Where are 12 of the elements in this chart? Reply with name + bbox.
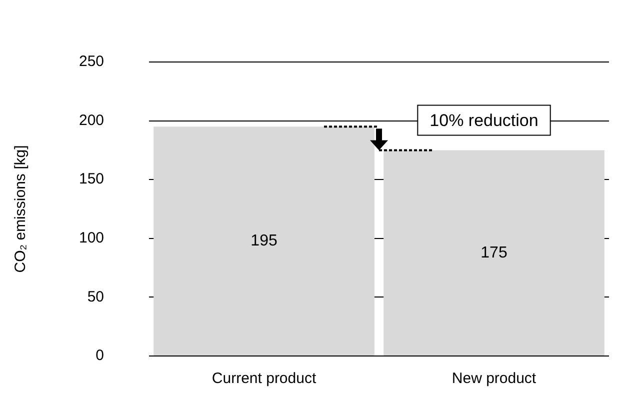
y-tick-label: 50 xyxy=(87,288,104,306)
y-tick-label: 150 xyxy=(78,170,104,188)
data-label: 175 xyxy=(480,244,508,262)
y-tick-label: 200 xyxy=(78,112,104,129)
x-tick-label: New product xyxy=(452,370,537,388)
data-label: 195 xyxy=(250,232,278,250)
y-tick-label: 0 xyxy=(96,347,104,364)
y-axis-title: CO₂ emissions [kg] xyxy=(12,145,30,273)
y-tick-label: 250 xyxy=(78,53,104,70)
annotation: 10% reduction xyxy=(430,110,538,130)
y-tick-label: 100 xyxy=(78,230,104,247)
x-tick-label: Current product xyxy=(212,370,317,388)
